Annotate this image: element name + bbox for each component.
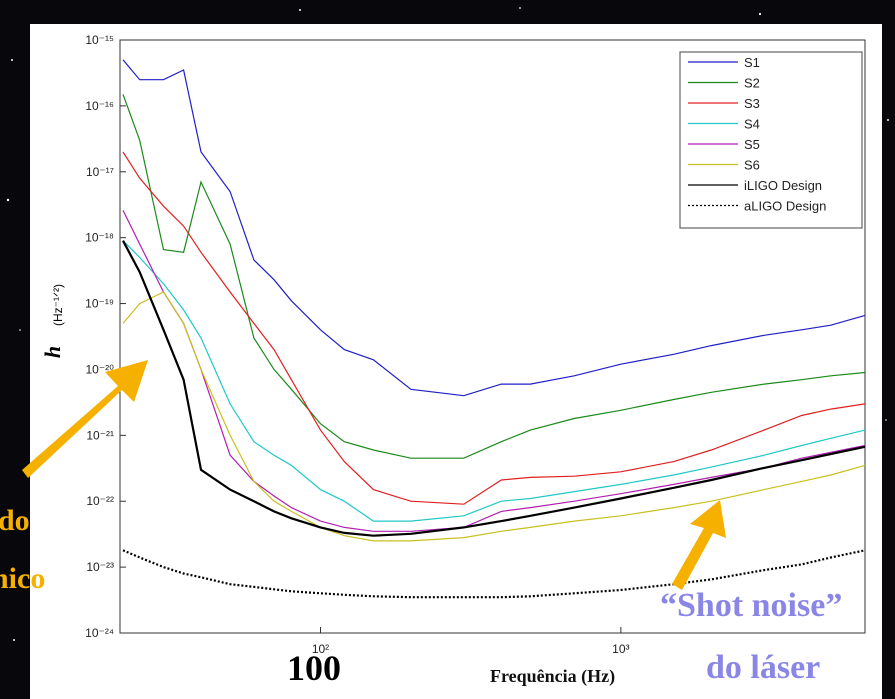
annotation: do — [0, 504, 30, 537]
series-line — [122, 549, 866, 599]
series-line — [122, 59, 866, 397]
legend — [679, 51, 863, 229]
series-line — [122, 151, 866, 505]
legend-label: S3 — [744, 96, 760, 111]
plot-area: 10⁻²⁴10⁻²³10⁻²²10⁻²¹10⁻²⁰10⁻¹⁹10⁻¹⁸10⁻¹⁷… — [85, 33, 866, 656]
legend-label: S1 — [744, 55, 760, 70]
legend-label: aLIGO Design — [744, 199, 826, 214]
annotation: “Shot noise” — [660, 587, 842, 624]
series-line — [122, 240, 866, 537]
arrow-right — [672, 500, 726, 590]
plot-frame — [119, 39, 866, 634]
y-tick-label: 10⁻²² — [86, 494, 114, 508]
legend-label: S6 — [744, 158, 760, 173]
legend-label: S2 — [744, 76, 760, 91]
y-tick-label: 10⁻¹⁶ — [85, 99, 114, 113]
x-tick-label: 10² — [312, 642, 329, 656]
y-axis-unit: (Hz⁻¹ᐟ²) — [51, 284, 65, 326]
y-tick-label: 10⁻¹⁸ — [85, 231, 114, 245]
annotation: 100 — [287, 648, 341, 688]
series-line — [122, 291, 866, 542]
annotation: do láser — [706, 649, 820, 686]
legend-label: S4 — [744, 117, 760, 132]
y-tick-label: 10⁻²³ — [86, 560, 114, 574]
legend-label: iLIGO Design — [744, 178, 822, 193]
y-tick-label: 10⁻¹⁵ — [85, 33, 114, 47]
legend-label: S5 — [744, 137, 760, 152]
arrow-left — [22, 360, 148, 478]
y-tick-label: 10⁻²⁴ — [85, 626, 114, 640]
series-line — [122, 240, 866, 522]
annotation: nico — [0, 562, 45, 595]
y-tick-label: 10⁻²¹ — [86, 428, 114, 442]
x-tick-label: 10³ — [612, 642, 629, 656]
x-axis-label: Frequência (Hz) — [490, 666, 615, 687]
legend-entries: S1 S2 S3 S4 S5 S6 iLIGO Design aLIGO Design — [688, 55, 826, 214]
starfield — [6, 7, 889, 641]
y-tick-label: 10⁻¹⁷ — [86, 165, 114, 179]
y-axis-label: h — [40, 346, 65, 358]
series-line — [122, 94, 866, 459]
y-tick-label: 10⁻¹⁹ — [85, 297, 114, 311]
